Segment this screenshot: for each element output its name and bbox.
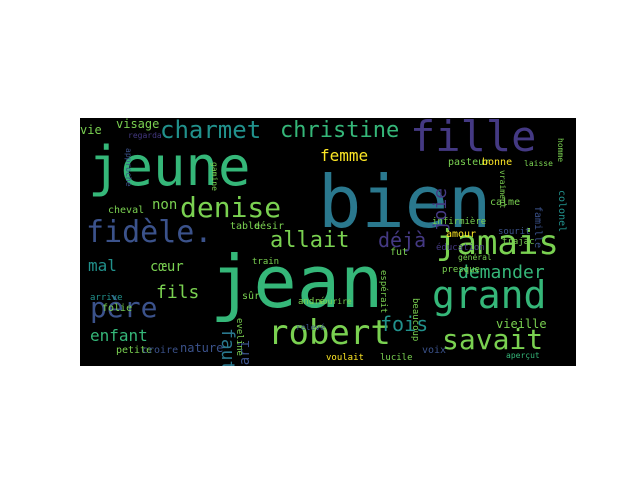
- word-robert: robert: [268, 313, 391, 353]
- word-eveline: eveline: [234, 318, 244, 356]
- word-colonel: colonel: [556, 190, 567, 233]
- word-jean: jean: [210, 240, 384, 324]
- word-arrive: arrive: [90, 293, 123, 303]
- word-folie: folie: [102, 303, 133, 314]
- word-général: général: [458, 253, 492, 262]
- word-bonne: bonne: [482, 157, 513, 168]
- word-voix: voix: [422, 345, 447, 356]
- word-sourire: sourire: [318, 297, 352, 306]
- word-beaucoup: beaucoup: [410, 298, 420, 342]
- word-bien: bien: [318, 160, 492, 244]
- word-cloud: jean bien jeune fille grand robert jamais fidèl…: [80, 118, 576, 366]
- word-nature: nature: [180, 341, 224, 355]
- word-charmet: charmet: [160, 118, 262, 144]
- word-denise: denise: [180, 191, 282, 224]
- word-espérait: espérait: [378, 270, 388, 314]
- word-croire: croire: [142, 345, 179, 356]
- word-désir: désir: [254, 221, 285, 232]
- word-jamais: jamais: [436, 223, 559, 263]
- word-gamine: gamine: [210, 162, 219, 191]
- word-savait: savait: [442, 323, 544, 356]
- word-sûr: sûr: [242, 291, 261, 302]
- word-aperçut: aperçut: [506, 351, 540, 360]
- word-fils: fils: [156, 282, 200, 303]
- word-andré: andré: [298, 297, 326, 307]
- word-train: train: [252, 257, 280, 267]
- word-non: non: [152, 197, 178, 213]
- word-vie: vie: [80, 123, 102, 137]
- word-relevé: relevé: [296, 323, 325, 332]
- word-petite: petite: [116, 345, 153, 356]
- word-presque: presque: [442, 265, 480, 275]
- word-enfant: enfant: [90, 326, 148, 345]
- word-cœur: cœur: [150, 259, 184, 275]
- word-demander: demander: [458, 262, 545, 283]
- word-visage: visage: [116, 118, 160, 131]
- word-vraiment: vraiment: [498, 170, 507, 209]
- word-homme: homme: [556, 138, 565, 163]
- word-calme: calme: [490, 197, 521, 208]
- word-christine: christine: [280, 118, 400, 143]
- word-père: père: [90, 291, 158, 324]
- word-fidèle: fidèle.: [86, 215, 213, 250]
- word-mal: mal: [88, 256, 117, 275]
- word-grand: grand: [432, 273, 547, 317]
- word-table: table: [230, 221, 261, 232]
- word-fut: fut: [390, 247, 409, 258]
- word-sourit: sourit: [498, 227, 531, 237]
- word-infirmière: infirmière: [432, 217, 487, 227]
- word-pasteur: pasteur: [448, 157, 491, 168]
- word-fille: fille: [410, 118, 537, 161]
- word-approche: approche: [124, 148, 133, 187]
- word-regarda: regarda: [128, 131, 162, 140]
- word-trajac: trajac: [502, 237, 535, 247]
- word-déjà: déjà: [378, 228, 427, 252]
- word-allait: allait: [270, 228, 350, 253]
- word-femme: femme: [320, 146, 369, 165]
- word-laisse: laisse: [524, 159, 553, 168]
- word-éducation: éducation: [436, 243, 485, 253]
- word-voulait: voulait: [326, 353, 364, 363]
- word-amour: amour: [446, 229, 477, 240]
- word-cheval: cheval: [108, 205, 145, 216]
- word-lucile: lucile: [380, 353, 413, 363]
- word-fois: fois: [380, 312, 429, 336]
- word-jeune: jeune: [88, 135, 251, 198]
- word-vieille: vieille: [496, 317, 547, 331]
